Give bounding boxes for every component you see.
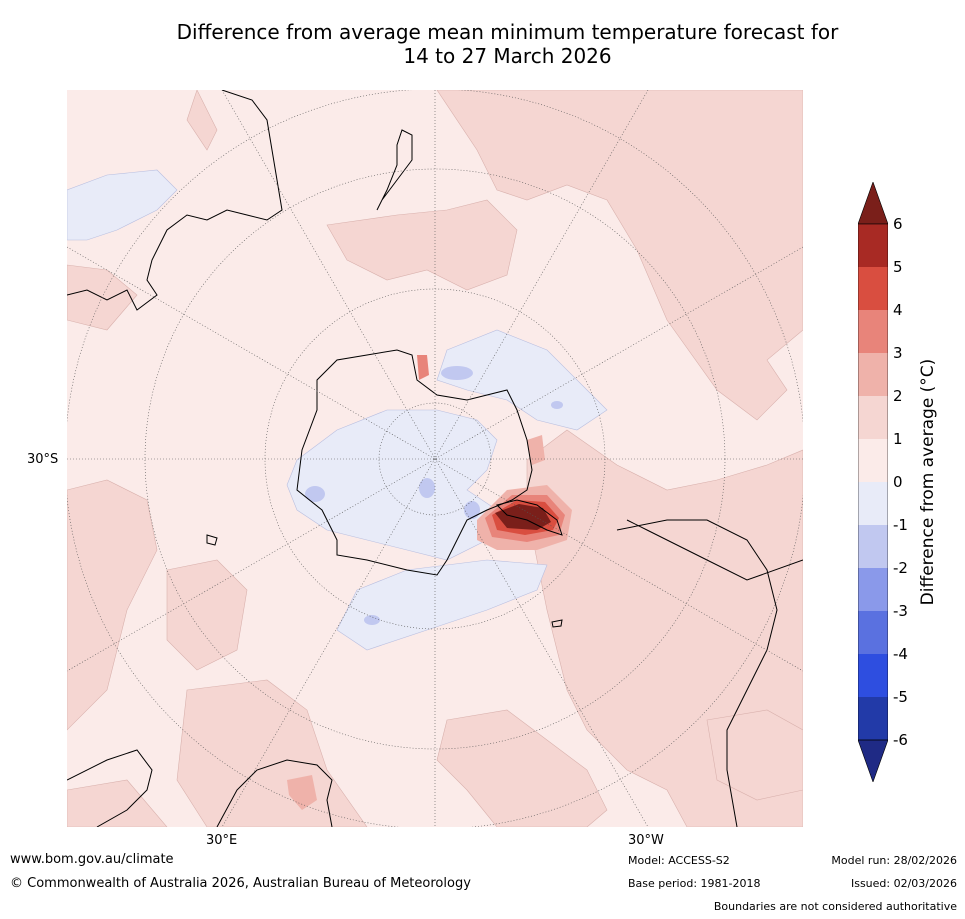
colorbar-extend-bottom bbox=[857, 739, 889, 783]
island-1 bbox=[206, 534, 218, 546]
meridian-30 bbox=[221, 90, 649, 827]
africa-coast-2 bbox=[216, 759, 333, 827]
australia-coast bbox=[67, 90, 283, 311]
colorbar-cell bbox=[858, 396, 888, 439]
map-title: Difference from average mean minimum tem… bbox=[0, 20, 965, 68]
peninsula-warm-anomaly bbox=[287, 355, 572, 810]
footer-url[interactable]: www.bom.gov.au/climate bbox=[10, 852, 174, 867]
anomaly-minus-1-to-minus-2 bbox=[305, 366, 563, 625]
lon-label-30e: 30°E bbox=[206, 833, 238, 848]
spot-3 bbox=[419, 478, 435, 498]
anomaly-0-to-minus-1 bbox=[67, 169, 608, 651]
spot-1 bbox=[441, 366, 473, 380]
spot-6 bbox=[364, 615, 380, 625]
colorbar-label: Difference from average (°C) bbox=[918, 358, 938, 606]
colorbar-tick: 1 bbox=[893, 430, 903, 448]
island-2 bbox=[551, 619, 563, 628]
meridian-150 bbox=[221, 90, 649, 827]
footer-model-run: Model run: 28/02/2026 bbox=[831, 854, 957, 867]
region-corner bbox=[67, 779, 168, 827]
region-africa-south bbox=[176, 679, 368, 827]
lon-label-30w: 30°W bbox=[628, 833, 664, 848]
colorbar-cell bbox=[858, 611, 888, 654]
colorbar-tick: 5 bbox=[893, 258, 903, 276]
colorbar-extend-top bbox=[857, 181, 889, 225]
spot-warm-2 bbox=[527, 435, 545, 465]
spot-warm-1 bbox=[417, 355, 429, 380]
lat-label: 30°S bbox=[27, 452, 59, 467]
footer-copyright: © Commonwealth of Australia 2026, Austra… bbox=[10, 876, 471, 891]
colorbar-cell bbox=[858, 353, 888, 396]
colorbar-tick: 2 bbox=[893, 387, 903, 405]
antarctic-peninsula bbox=[496, 499, 563, 536]
colorbar-cell bbox=[858, 525, 888, 568]
colorbar-tick: 4 bbox=[893, 301, 903, 319]
footer-issued: Issued: 02/03/2026 bbox=[850, 877, 957, 890]
colorbar-tick: -1 bbox=[893, 516, 908, 534]
south-america-coast-1 bbox=[616, 519, 778, 827]
colorbar-cell bbox=[858, 697, 888, 740]
meridian-60 bbox=[67, 246, 803, 672]
colorbar-svg bbox=[857, 181, 889, 783]
colorbar-cell bbox=[858, 267, 888, 310]
colorbar-tick: 0 bbox=[893, 473, 903, 491]
colorbar-tick: -5 bbox=[893, 688, 908, 706]
graticule bbox=[67, 90, 803, 827]
region-ross-sea bbox=[436, 329, 608, 431]
colorbar-tick: 3 bbox=[893, 344, 903, 362]
region-south-mid bbox=[436, 709, 608, 827]
region-west-2 bbox=[67, 479, 158, 731]
coastlines bbox=[67, 90, 803, 827]
spot-4 bbox=[464, 501, 480, 519]
colorbar bbox=[857, 181, 889, 783]
meridian-120 bbox=[67, 246, 803, 672]
south-america-coast-2 bbox=[626, 519, 803, 581]
colorbar-cell bbox=[858, 568, 888, 611]
footer-model: Model: ACCESS-S2 bbox=[628, 854, 730, 867]
colorbar-tick: -6 bbox=[893, 731, 908, 749]
region-small bbox=[186, 90, 218, 151]
contour-above-6 bbox=[495, 504, 551, 530]
colorbar-tick: -4 bbox=[893, 645, 908, 663]
colorbar-cell bbox=[858, 482, 888, 525]
region-weddell-sea bbox=[336, 559, 548, 651]
colorbar-cell bbox=[858, 310, 888, 353]
footer-base-period: Base period: 1981-2018 bbox=[628, 877, 761, 890]
colorbar-tick: 6 bbox=[893, 215, 903, 233]
spot-5 bbox=[305, 486, 325, 502]
anomaly-1-to-2 bbox=[67, 90, 803, 827]
region-atlantic-1 bbox=[166, 559, 248, 671]
footer-disclaimer: Boundaries are not considered authoritat… bbox=[713, 900, 957, 913]
region-indian-ocean bbox=[67, 169, 178, 241]
colorbar-cell bbox=[858, 224, 888, 267]
spot-warm-africa bbox=[287, 775, 317, 810]
colorbar-tick: -2 bbox=[893, 559, 908, 577]
region-east-low bbox=[706, 709, 803, 801]
colorbar-tick: -3 bbox=[893, 602, 908, 620]
new-zealand-coast bbox=[376, 129, 413, 211]
antarctica-coast bbox=[296, 349, 533, 576]
region-pacific-east bbox=[436, 90, 803, 421]
africa-coast-1 bbox=[67, 749, 153, 827]
spot-2 bbox=[551, 401, 563, 409]
colorbar-cell bbox=[858, 654, 888, 697]
title-line-1: Difference from average mean minimum tem… bbox=[176, 20, 839, 44]
title-line-2: 14 to 27 March 2026 bbox=[403, 44, 612, 68]
colorbar-cell bbox=[858, 439, 888, 482]
map-svg bbox=[67, 90, 803, 827]
forecast-map[interactable] bbox=[67, 90, 803, 827]
region-tasman bbox=[326, 199, 518, 291]
